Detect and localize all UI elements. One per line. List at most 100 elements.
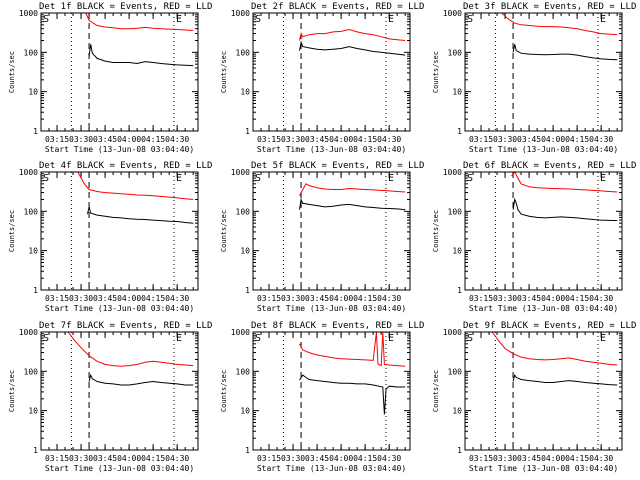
x-axis-label: Start Time (13-Jun-08 03:04:40) — [469, 145, 618, 154]
start-marker: S — [255, 14, 261, 25]
series-lld-line — [77, 171, 194, 200]
x-tick-label: 03:15 — [257, 454, 281, 463]
panel-2: Det 2f BLACK = Events, RED = LLD Counts/s… — [220, 2, 424, 154]
series-events-line — [299, 197, 406, 211]
y-tick-label: 100 — [24, 48, 39, 57]
x-tick-label: 03:30 — [281, 135, 305, 144]
y-tick-label: 100 — [236, 207, 251, 216]
series-events-line — [88, 373, 194, 386]
x-tick-label: 04:15 — [141, 135, 165, 144]
x-tick-label: 03:30 — [69, 294, 93, 303]
y-tick-label: 100 — [448, 207, 463, 216]
x-tick-label: 04:00 — [329, 454, 353, 463]
x-tick-label: 04:00 — [541, 135, 565, 144]
plot-frame — [40, 12, 199, 132]
x-tick-label: 03:30 — [69, 454, 93, 463]
panel-title: Det 1f BLACK = Events, RED = LLD — [39, 2, 212, 12]
x-tick-label: 04:00 — [329, 294, 353, 303]
x-axis-label: Start Time (13-Jun-08 03:04:40) — [45, 464, 194, 473]
series-lld-line — [67, 331, 194, 367]
series-lld-line — [299, 331, 406, 367]
x-tick-label: 04:15 — [565, 135, 589, 144]
plot-frame — [464, 331, 623, 451]
y-tick-label: 1 — [33, 127, 38, 136]
y-tick-label: 1000 — [443, 328, 462, 337]
y-tick-label: 10 — [452, 407, 462, 416]
start-marker: S — [43, 333, 49, 344]
end-marker: E — [176, 333, 182, 344]
x-tick-label: 04:30 — [377, 454, 401, 463]
panel-3: Det 3f BLACK = Events, RED = LLD Counts/s… — [432, 2, 636, 154]
y-tick-label: 10 — [240, 247, 250, 256]
y-tick-label: 10 — [28, 247, 38, 256]
plot-frame — [40, 171, 199, 291]
x-tick-label: 04:15 — [353, 135, 377, 144]
plot-frame — [252, 12, 411, 132]
panel-title: Det 6f BLACK = Events, RED = LLD — [463, 161, 636, 171]
x-tick-label: 03:15 — [469, 135, 493, 144]
x-tick-label: 04:30 — [377, 294, 401, 303]
y-tick-label: 10 — [28, 407, 38, 416]
end-marker: E — [176, 14, 182, 25]
panel-title: Det 7f BLACK = Events, RED = LLD — [39, 321, 212, 331]
x-tick-label: 03:15 — [45, 135, 69, 144]
x-tick-label: 03:15 — [45, 294, 69, 303]
x-tick-label: 04:15 — [141, 454, 165, 463]
y-tick-label: 1000 — [443, 9, 462, 18]
x-tick-label: 04:00 — [117, 294, 141, 303]
y-tick-label: 1 — [245, 286, 250, 295]
panel-6: Det 6f BLACK = Events, RED = LLD Counts/s… — [432, 161, 636, 313]
x-tick-label: 03:30 — [281, 454, 305, 463]
start-marker: S — [467, 333, 473, 344]
end-marker: E — [600, 14, 606, 25]
x-tick-label: 03:15 — [257, 135, 281, 144]
x-tick-label: 04:30 — [589, 135, 613, 144]
x-tick-label: 04:00 — [541, 294, 565, 303]
x-tick-label: 03:30 — [281, 294, 305, 303]
series-lld-line — [511, 171, 618, 193]
x-axis-label: Start Time (13-Jun-08 03:04:40) — [469, 304, 618, 313]
y-tick-label: 1000 — [231, 9, 250, 18]
y-tick-label: 1 — [457, 127, 462, 136]
x-tick-label: 03:45 — [93, 135, 117, 144]
x-tick-label: 03:45 — [305, 135, 329, 144]
y-tick-label: 1000 — [19, 168, 38, 177]
panel-title: Det 9f BLACK = Events, RED = LLD — [463, 321, 636, 331]
y-axis-label: Counts/sec — [220, 210, 228, 252]
start-marker: S — [43, 14, 49, 25]
panel-title: Det 3f BLACK = Events, RED = LLD — [463, 2, 636, 12]
x-tick-label: 04:00 — [541, 454, 565, 463]
y-tick-label: 1 — [457, 286, 462, 295]
x-axis-label: Start Time (13-Jun-08 03:04:40) — [257, 145, 406, 154]
y-tick-label: 1 — [245, 446, 250, 455]
y-axis-label: Counts/sec — [8, 370, 16, 412]
y-tick-label: 1 — [457, 446, 462, 455]
end-marker: E — [600, 333, 606, 344]
y-axis-label: Counts/sec — [432, 51, 440, 93]
panel-8: Det 8f BLACK = Events, RED = LLD Counts/s… — [220, 321, 424, 473]
x-tick-label: 04:15 — [565, 294, 589, 303]
x-tick-label: 03:15 — [469, 454, 493, 463]
x-tick-label: 03:30 — [69, 135, 93, 144]
panel-title: Det 5f BLACK = Events, RED = LLD — [251, 161, 424, 171]
start-marker: S — [467, 14, 473, 25]
y-axis-label: Counts/sec — [8, 51, 16, 93]
series-events-line — [87, 206, 194, 224]
plot-frame — [252, 331, 411, 451]
y-axis-label: Counts/sec — [432, 370, 440, 412]
x-tick-label: 03:15 — [469, 294, 493, 303]
series-lld-line — [299, 28, 406, 41]
end-marker: E — [388, 173, 394, 184]
panel-5: Det 5f BLACK = Events, RED = LLD Counts/s… — [220, 161, 424, 313]
x-tick-label: 04:30 — [589, 294, 613, 303]
y-tick-label: 1000 — [231, 328, 250, 337]
x-tick-label: 03:45 — [305, 454, 329, 463]
series-events-line — [299, 40, 406, 56]
y-tick-label: 10 — [240, 88, 250, 97]
y-axis-label: Counts/sec — [8, 210, 16, 252]
end-marker: E — [388, 333, 394, 344]
y-tick-label: 1 — [33, 286, 38, 295]
end-marker: E — [388, 14, 394, 25]
x-tick-label: 03:45 — [93, 454, 117, 463]
x-tick-label: 03:30 — [493, 454, 517, 463]
